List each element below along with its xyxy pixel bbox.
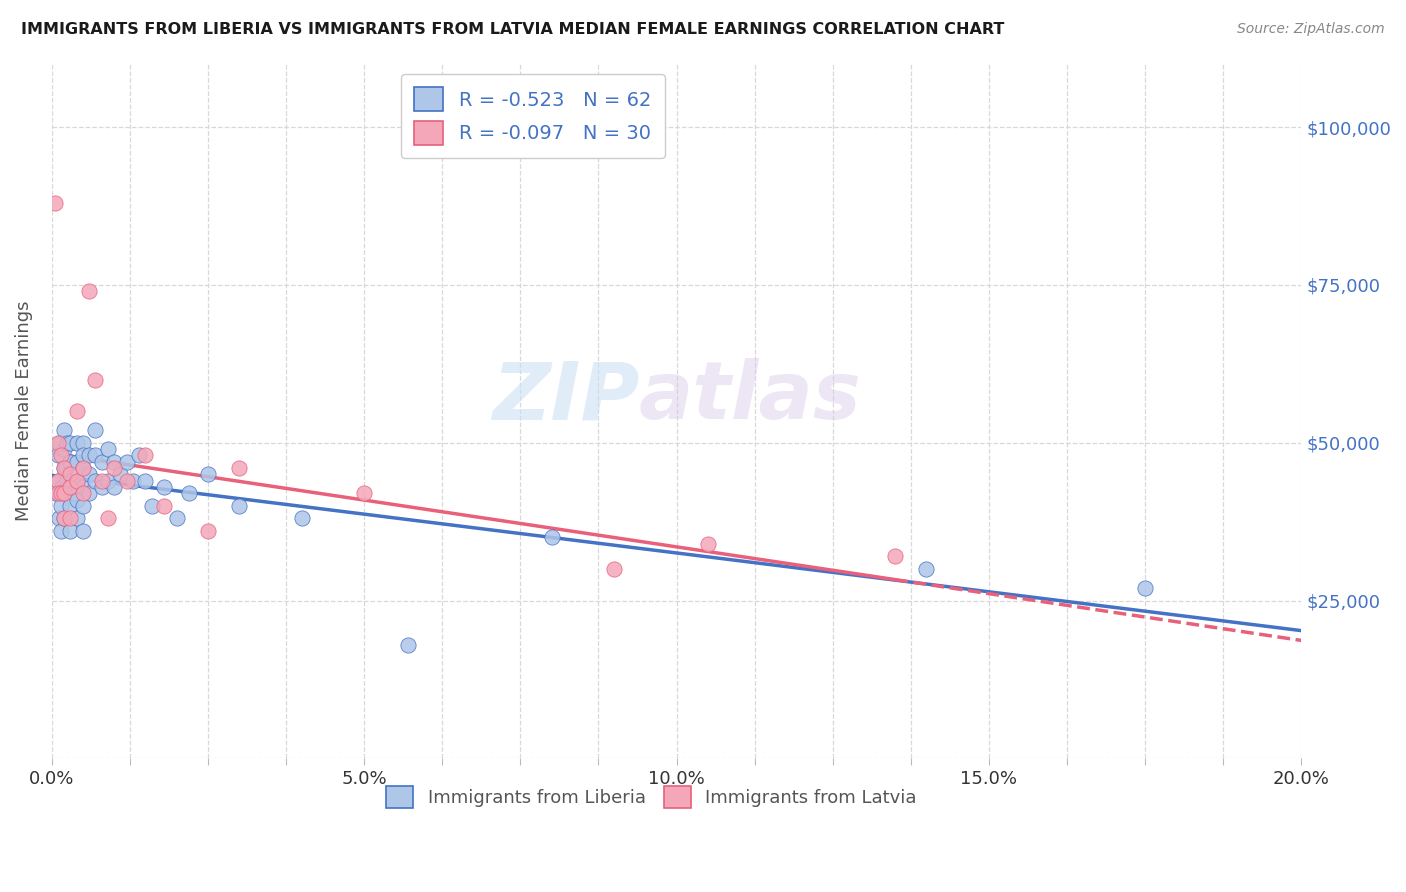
Point xyxy=(77,467,100,482)
Point xyxy=(56,435,79,450)
Point xyxy=(915,562,938,576)
Point xyxy=(72,435,94,450)
Point xyxy=(84,373,107,387)
Text: ZIP: ZIP xyxy=(492,359,638,436)
Point xyxy=(396,638,419,652)
Point xyxy=(353,486,375,500)
Legend: Immigrants from Liberia, Immigrants from Latvia: Immigrants from Liberia, Immigrants from… xyxy=(380,779,924,815)
Point xyxy=(84,449,107,463)
Text: Source: ZipAtlas.com: Source: ZipAtlas.com xyxy=(1237,22,1385,37)
Point xyxy=(77,486,100,500)
Point xyxy=(49,435,72,450)
Point xyxy=(72,486,94,500)
Point xyxy=(53,461,76,475)
Point xyxy=(84,423,107,437)
Point xyxy=(110,467,132,482)
Text: atlas: atlas xyxy=(638,359,862,436)
Point xyxy=(59,467,82,482)
Point xyxy=(72,524,94,538)
Point xyxy=(66,474,89,488)
Point xyxy=(53,511,76,525)
Point xyxy=(128,449,150,463)
Point xyxy=(51,480,73,494)
Point xyxy=(72,499,94,513)
Point xyxy=(90,480,112,494)
Point xyxy=(540,531,562,545)
Point xyxy=(103,461,125,475)
Point xyxy=(1133,581,1156,595)
Point xyxy=(603,562,626,576)
Point xyxy=(59,455,82,469)
Point xyxy=(103,455,125,469)
Point xyxy=(49,486,72,500)
Point xyxy=(56,474,79,488)
Point xyxy=(53,486,76,500)
Point xyxy=(59,480,82,494)
Point xyxy=(48,511,70,525)
Point xyxy=(197,467,219,482)
Y-axis label: Median Female Earnings: Median Female Earnings xyxy=(15,301,32,522)
Point xyxy=(46,474,69,488)
Point xyxy=(90,455,112,469)
Point xyxy=(62,486,84,500)
Point xyxy=(53,442,76,456)
Point xyxy=(59,499,82,513)
Point xyxy=(97,474,120,488)
Point xyxy=(46,435,69,450)
Point xyxy=(53,461,76,475)
Point xyxy=(228,461,250,475)
Point xyxy=(66,404,89,418)
Point xyxy=(49,499,72,513)
Point xyxy=(72,461,94,475)
Point xyxy=(49,449,72,463)
Point xyxy=(53,511,76,525)
Point xyxy=(134,474,156,488)
Point xyxy=(884,549,907,564)
Point xyxy=(59,524,82,538)
Point xyxy=(291,511,314,525)
Point xyxy=(115,474,138,488)
Point xyxy=(84,474,107,488)
Point xyxy=(46,474,69,488)
Point xyxy=(55,461,77,475)
Point xyxy=(134,449,156,463)
Point xyxy=(49,524,72,538)
Point xyxy=(66,455,89,469)
Point xyxy=(90,474,112,488)
Point xyxy=(59,480,82,494)
Point xyxy=(46,486,69,500)
Point xyxy=(46,449,69,463)
Point xyxy=(122,474,145,488)
Point xyxy=(66,474,89,488)
Point xyxy=(166,511,188,525)
Point xyxy=(72,461,94,475)
Point xyxy=(97,511,120,525)
Point xyxy=(141,499,163,513)
Point xyxy=(77,449,100,463)
Point xyxy=(77,285,100,299)
Point xyxy=(53,486,76,500)
Point xyxy=(53,423,76,437)
Point xyxy=(72,449,94,463)
Point xyxy=(72,480,94,494)
Point xyxy=(696,537,718,551)
Text: IMMIGRANTS FROM LIBERIA VS IMMIGRANTS FROM LATVIA MEDIAN FEMALE EARNINGS CORRELA: IMMIGRANTS FROM LIBERIA VS IMMIGRANTS FR… xyxy=(21,22,1004,37)
Point xyxy=(59,455,82,469)
Point xyxy=(153,480,176,494)
Point xyxy=(115,455,138,469)
Point xyxy=(66,435,89,450)
Point xyxy=(103,480,125,494)
Point xyxy=(44,195,66,210)
Point xyxy=(66,492,89,507)
Point xyxy=(59,435,82,450)
Point xyxy=(228,499,250,513)
Point xyxy=(97,442,120,456)
Point xyxy=(179,486,201,500)
Point xyxy=(44,486,66,500)
Point xyxy=(197,524,219,538)
Point xyxy=(66,511,89,525)
Point xyxy=(153,499,176,513)
Point xyxy=(59,511,82,525)
